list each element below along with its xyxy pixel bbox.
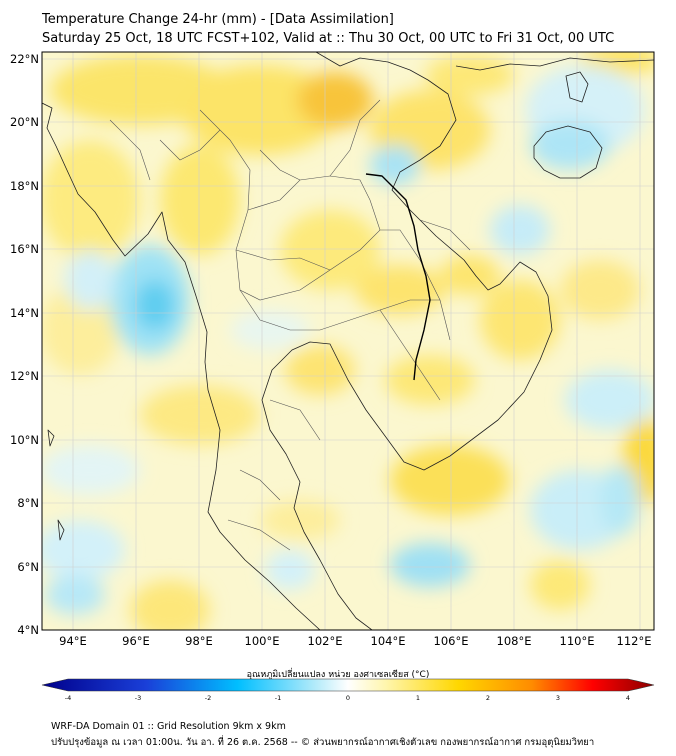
colorbar-tick: -4	[65, 694, 71, 702]
lat-label: 18°N	[10, 179, 39, 193]
lat-label: 16°N	[10, 242, 39, 256]
lat-label: 6°N	[17, 560, 39, 574]
lat-label: 22°N	[10, 52, 39, 66]
lat-label: 12°N	[10, 369, 39, 383]
coastlines	[42, 52, 654, 630]
lat-label: 14°N	[10, 306, 39, 320]
lon-label: 106°E	[434, 634, 469, 648]
footer-credit: ปรับปรุงข้อมูล ณ เวลา 01:00น. วัน อา. ที…	[51, 737, 595, 748]
admin-borders	[109, 99, 471, 551]
lon-label: 96°E	[122, 634, 150, 648]
map-subtitle: Saturday 25 Oct, 18 UTC FCST+102, Valid …	[42, 31, 615, 46]
colorbar-tick: 4	[626, 694, 630, 702]
lon-label: 94°E	[59, 634, 87, 648]
lon-label: 108°E	[497, 634, 532, 648]
lat-label: 10°N	[10, 433, 39, 447]
lat-label: 8°N	[17, 496, 39, 510]
colorbar-tick: 1	[416, 694, 420, 702]
colorbar-tick: -3	[135, 694, 141, 702]
lon-label: 104°E	[371, 634, 406, 648]
graticule	[42, 52, 654, 630]
colorbar-tick: 3	[556, 694, 560, 702]
colorbar-tick: -1	[275, 694, 281, 702]
colorbar-tick: -2	[205, 694, 211, 702]
colorbar-title: อุณหภูมิเปลี่ยนแปลง หน่วย องศาเซลเซียส (…	[246, 670, 430, 680]
lat-label: 20°N	[10, 115, 39, 129]
map-title: Temperature Change 24-hr (mm) - [Data As…	[42, 12, 394, 27]
colorbar-ramp	[41, 678, 655, 692]
map-frame	[41, 51, 655, 631]
lon-label: 110°E	[560, 634, 595, 648]
lon-labels: 94°E 96°E 98°E 100°E 102°E 104°E 106°E 1…	[59, 634, 651, 648]
lon-label: 100°E	[245, 634, 280, 648]
lat-labels: 22°N 20°N 18°N 16°N 14°N 12°N 10°N 8°N 6…	[10, 52, 39, 637]
colorbar-tick: 0	[346, 694, 350, 702]
lon-label: 98°E	[185, 634, 213, 648]
mekong-border	[365, 173, 431, 381]
lon-label: 102°E	[308, 634, 343, 648]
colorbar-tick: 2	[486, 694, 490, 702]
footer-grid-info: WRF-DA Domain 01 :: Grid Resolution 9km …	[51, 721, 286, 732]
lon-label: 112°E	[617, 634, 652, 648]
lat-label: 4°N	[17, 623, 39, 637]
colorbar: -4 -3 -2 -1 0 1 2 3 4	[41, 678, 655, 702]
temperature-field	[42, 52, 654, 630]
